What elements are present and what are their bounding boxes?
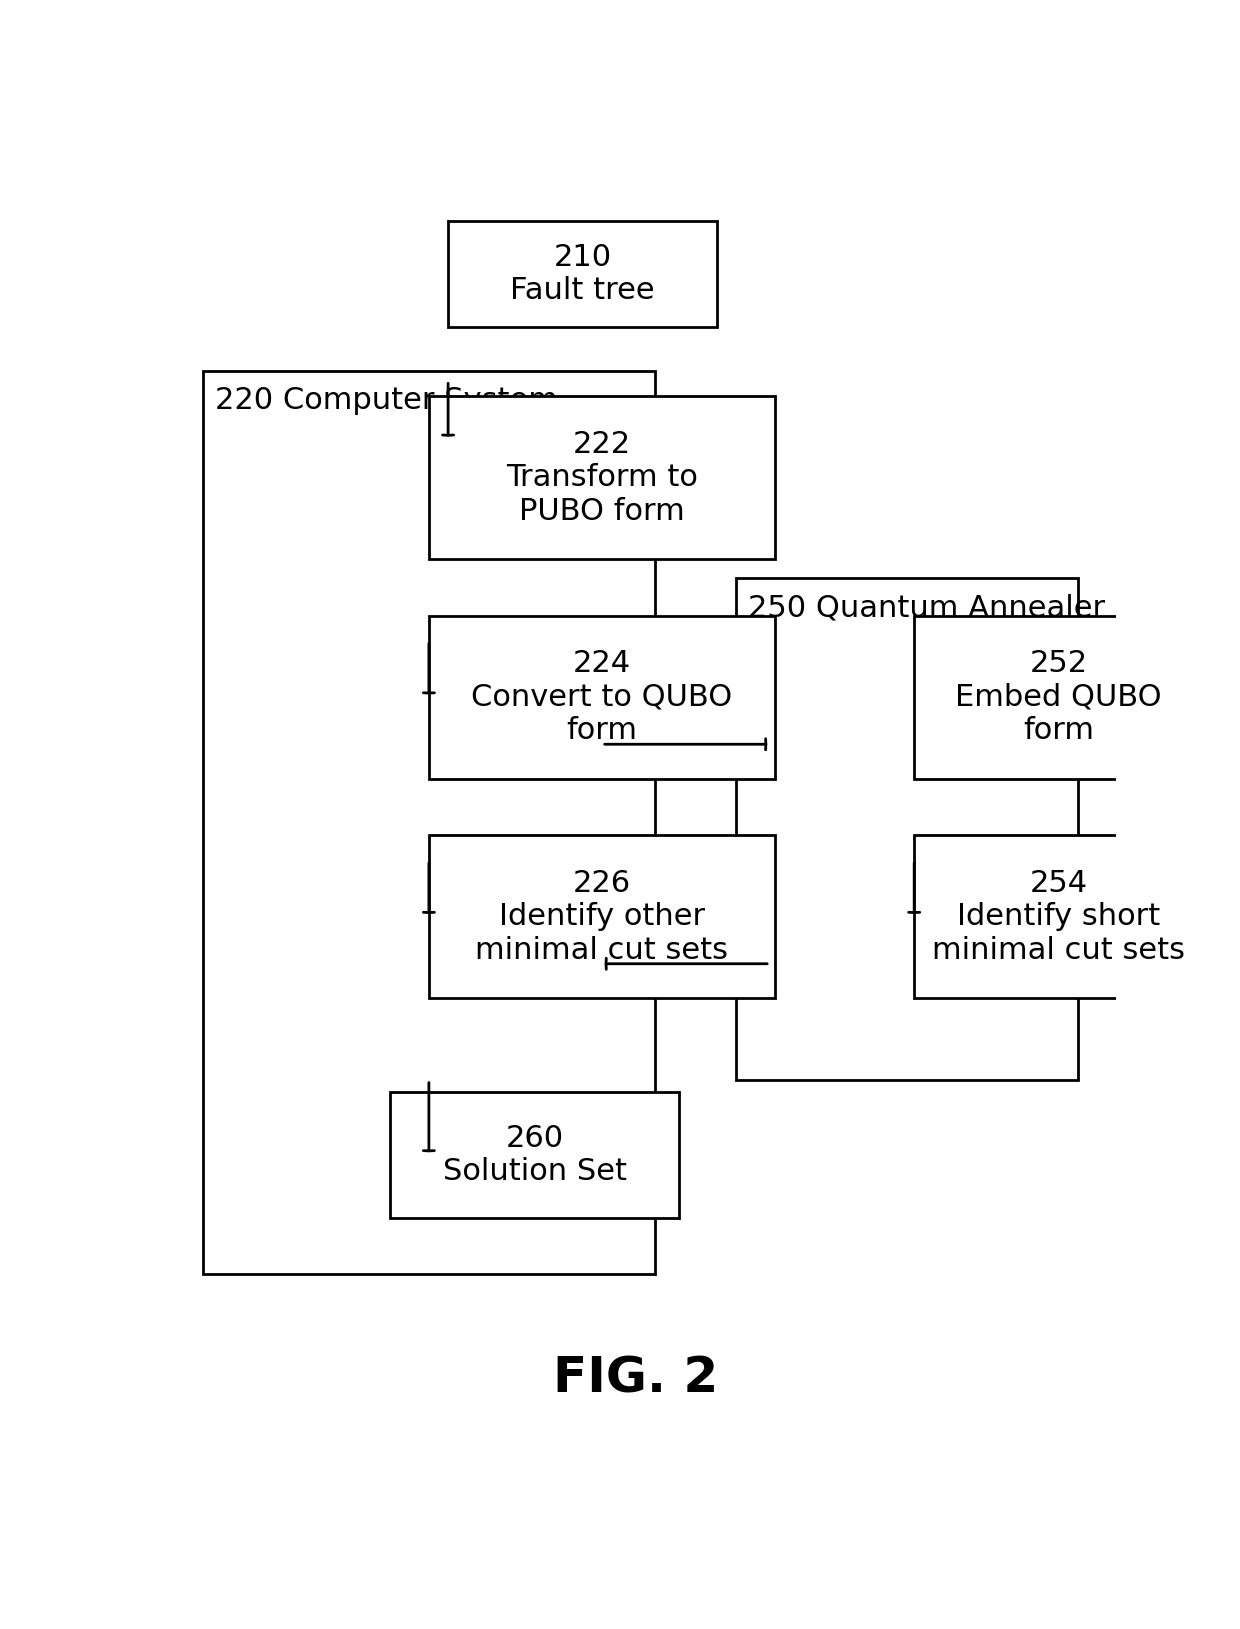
Text: 252
Embed QUBO
form: 252 Embed QUBO form <box>955 648 1162 746</box>
Bar <box>203 371 655 1274</box>
Bar <box>914 836 1203 999</box>
Text: 220 Computer System: 220 Computer System <box>215 386 558 415</box>
Text: 250 Quantum Annealer: 250 Quantum Annealer <box>748 593 1105 622</box>
Text: 260
Solution Set: 260 Solution Set <box>443 1124 626 1186</box>
Bar <box>737 578 1078 1080</box>
Text: 254
Identify short
minimal cut sets: 254 Identify short minimal cut sets <box>931 868 1185 964</box>
Text: FIG. 2: FIG. 2 <box>553 1354 718 1403</box>
Text: 222
Transform to
PUBO form: 222 Transform to PUBO form <box>506 430 698 526</box>
Bar <box>391 1093 678 1218</box>
Text: 210
Fault tree: 210 Fault tree <box>511 243 655 305</box>
Bar <box>448 220 717 327</box>
Bar <box>429 836 775 999</box>
Text: 226
Identify other
minimal cut sets: 226 Identify other minimal cut sets <box>475 868 728 964</box>
Bar <box>429 616 775 779</box>
Bar <box>914 616 1203 779</box>
Bar <box>429 396 775 559</box>
Text: 224
Convert to QUBO
form: 224 Convert to QUBO form <box>471 648 733 746</box>
